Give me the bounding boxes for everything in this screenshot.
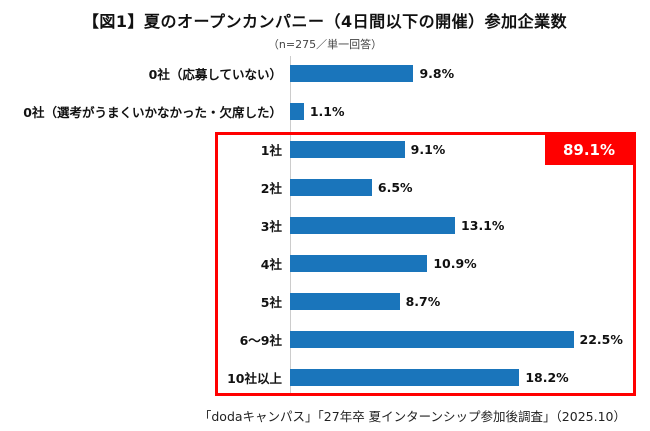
bar-area: 1.1% [290, 102, 650, 120]
bar [290, 140, 405, 158]
bar-row: 1社 9.1% [0, 130, 650, 168]
category-label: 2社 [260, 180, 282, 196]
bar-row: 4社 10.9% [0, 244, 650, 282]
bar-row: 10社以上 18.2% [0, 358, 650, 396]
bar-area: 9.1% [290, 140, 650, 158]
bar-row: 0社（選考がうまくいかなかった・欠席した） 1.1% [0, 92, 650, 130]
bar [290, 292, 400, 310]
source-note: 「dodaキャンパス」「27年卒 夏インターンシップ参加後調査」（2025.10… [198, 409, 626, 424]
bar-row: 3社 13.1% [0, 206, 650, 244]
value-label: 18.2% [525, 369, 569, 385]
bar [290, 330, 574, 348]
category-label: 10社以上 [227, 370, 282, 386]
value-label: 1.1% [309, 103, 345, 119]
value-label: 13.1% [461, 217, 505, 233]
category-label: 1社 [260, 142, 282, 158]
bar-rows: 0社（応募していない） 9.8% 0社（選考がうまくいかなかった・欠席した） 1.1%… [0, 54, 650, 396]
bar-area: 10.9% [290, 254, 650, 272]
bar [290, 64, 414, 82]
category-label: 0社（選考がうまくいかなかった・欠席した） [23, 104, 282, 120]
bar-row: 5社 8.7% [0, 282, 650, 320]
bar-area: 6.5% [290, 178, 650, 196]
value-label: 8.7% [405, 293, 441, 309]
bar-row: 0社（応募していない） 9.8% [0, 54, 650, 92]
bar [290, 368, 520, 386]
bar-area: 22.5% [290, 330, 650, 348]
category-label: 6〜9社 [239, 332, 282, 348]
chart-subtitle: （n=275／単一回答） [267, 38, 383, 51]
bar [290, 102, 304, 120]
value-label: 9.8% [419, 65, 455, 81]
bar [290, 254, 428, 272]
bar-chart: 0社（応募していない） 9.8% 0社（選考がうまくいかなかった・欠席した） 1.1%… [0, 54, 650, 396]
bar-area: 13.1% [290, 216, 650, 234]
bar-row: 2社 6.5% [0, 168, 650, 206]
value-label: 22.5% [579, 331, 623, 347]
chart-title: 【図1】夏のオープンカンパニー（4日間以下の開催）参加企業数 [82, 12, 568, 31]
value-label: 10.9% [433, 255, 477, 271]
bar-area: 8.7% [290, 292, 650, 310]
bar [290, 216, 456, 234]
category-label: 5社 [260, 294, 282, 310]
bar [290, 178, 372, 196]
bar-area: 18.2% [290, 368, 650, 386]
bar-area: 9.8% [290, 64, 650, 82]
category-label: 0社（応募していない） [148, 66, 282, 82]
category-label: 4社 [260, 256, 282, 272]
category-label: 3社 [260, 218, 282, 234]
value-label: 9.1% [410, 141, 446, 157]
value-label: 6.5% [377, 179, 413, 195]
bar-row: 6〜9社 22.5% [0, 320, 650, 358]
